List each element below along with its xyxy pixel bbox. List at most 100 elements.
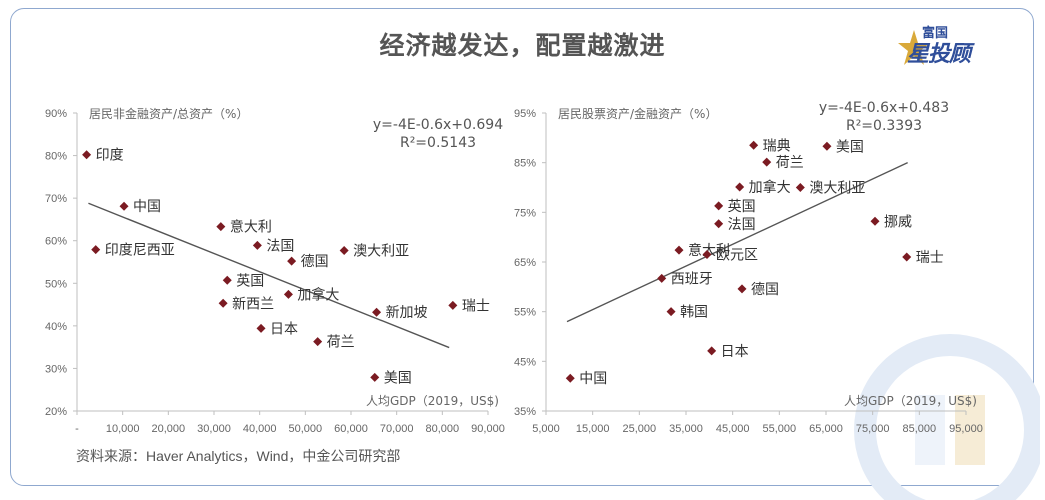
chart1-point-label: 印度 (96, 148, 124, 164)
chart2-y-tick-label: 85% (514, 158, 536, 170)
chart1-y-tick-label: 70% (45, 193, 67, 205)
chart1-point-label: 美国 (384, 370, 412, 386)
chart2-point-label: 西班牙 (671, 271, 713, 287)
chart2-point-label: 瑞士 (916, 250, 944, 266)
logo-top-text: 富国 (922, 26, 949, 41)
chart1-x-tick-label: 30,000 (197, 423, 231, 435)
chart2-point-label: 德国 (751, 282, 779, 298)
chart1-point-marker (339, 246, 349, 256)
chart2-point-marker (822, 141, 832, 151)
chart1-point-label: 印度尼西亚 (105, 243, 175, 259)
chart2-point-label: 美国 (836, 139, 864, 155)
chart1-point-label: 新西兰 (232, 296, 274, 312)
chart1-x-tick-label: 40,000 (243, 423, 277, 435)
chart1-point-marker (313, 337, 323, 347)
chart2-x-tick-label: 65,000 (809, 423, 843, 435)
chart1-trend-line (88, 202, 450, 349)
chart2-point-label: 挪威 (884, 214, 912, 230)
chart1-point-label: 中国 (133, 199, 161, 215)
chart1-y-tick-label: 60% (45, 236, 67, 248)
chart2-point-marker (666, 307, 676, 317)
chart1-x-tick-label: 80,000 (426, 423, 460, 435)
chart1-point-marker (218, 298, 228, 308)
chart2-x-tick-label: 35,000 (669, 423, 703, 435)
chart1-trend-equation: y=-4E-0.6x+0.694 (373, 117, 503, 133)
chart2-x-tick-label: 95,000 (949, 423, 983, 435)
chart2-y-tick-label: 45% (514, 356, 536, 368)
chart1-y-tick-label: 30% (45, 363, 67, 375)
chart2-x-tick-label: 15,000 (576, 423, 610, 435)
chart1-point-label: 意大利 (230, 219, 272, 236)
gold-star-icon (898, 30, 930, 65)
chart2-point-marker (749, 140, 759, 150)
chart2-point-label: 日本 (721, 344, 749, 360)
chart2-y-tick-label: 55% (514, 307, 536, 319)
chart2-y-tick-label: 65% (514, 257, 536, 269)
chart1-point-marker (256, 323, 266, 333)
chart2-y-axis-label: 居民股票资产/金融资产（%） (558, 106, 717, 121)
chart1-point-label: 瑞士 (462, 298, 490, 314)
chart2-point-label: 意大利 (688, 242, 730, 259)
chart2-x-tick-label: 5,000 (532, 423, 560, 435)
brand-logo: 富国 星投顾 (897, 22, 1009, 72)
chart1-point-label: 加拿大 (297, 286, 339, 303)
chart1-y-tick-label: 80% (45, 151, 67, 163)
chart2-point-marker (714, 201, 724, 211)
chart1-y-tick-label: 20% (45, 406, 67, 418)
chart2-x-tick-label: 55,000 (763, 423, 797, 435)
chart1-point-marker (91, 245, 101, 255)
chart1-point-marker (119, 201, 129, 211)
chart2-trend-equation: y=-4E-0.6x+0.483 (819, 100, 949, 116)
chart2-x-tick-label: 45,000 (716, 423, 750, 435)
chart2-point-marker (795, 183, 805, 192)
chart1-point-marker (370, 372, 380, 382)
chart2-y-tick-label: 35% (514, 406, 536, 418)
chart1-y-tick-label: 50% (45, 278, 67, 290)
chart1-point-marker (216, 222, 226, 232)
chart1-point-marker (252, 240, 262, 250)
chart1-r-squared: R²=0.5143 (400, 135, 476, 151)
chart2-point-marker (870, 216, 880, 226)
chart2-point-marker (714, 219, 724, 229)
page-title: 经济越发达，配置越激进 (379, 31, 666, 60)
chart1-point-label: 荷兰 (327, 335, 355, 351)
chart1-x-tick-label: 50,000 (289, 423, 323, 435)
chart2-point-marker (707, 346, 717, 356)
chart2-point-label: 中国 (579, 371, 607, 387)
chart2-point-label: 法国 (728, 217, 756, 233)
chart1-x-tick-label: 20,000 (152, 423, 186, 435)
chart1-point-label: 日本 (270, 321, 298, 337)
chart1-y-tick-label: 90% (45, 108, 67, 120)
chart2-trend-line (566, 162, 908, 323)
chart1-point-marker (222, 275, 232, 285)
chart2-point-marker (762, 157, 772, 167)
chart1-point-marker (448, 300, 458, 310)
chart1-y-axis-label: 居民非金融资产/总资产（%） (89, 106, 248, 121)
chart1-point-label: 新加坡 (386, 305, 428, 321)
chart2-x-axis-label: 人均GDP（2019，US$) (844, 394, 977, 408)
chart1-x-axis-label: 人均GDP（2019，US$) (366, 394, 499, 408)
chart1-point-marker (372, 307, 382, 317)
chart1-x-tick-label: 10,000 (106, 423, 140, 435)
chart2-x-tick-label: 75,000 (856, 423, 890, 435)
chart2-y-tick-label: 95% (514, 108, 536, 120)
chart1-x-tick-label: 60,000 (334, 423, 368, 435)
chart2-point-label: 瑞典 (763, 138, 791, 154)
chart2-point-marker (735, 182, 745, 192)
logo-main-text: 星投顾 (907, 42, 971, 67)
chart1-point-marker (287, 256, 297, 266)
chart2-x-tick-label: 25,000 (623, 423, 657, 435)
chart1-x-tick-label: - (75, 423, 79, 435)
chart1-point-label: 澳大利亚 (353, 244, 409, 260)
chart2-point-marker (702, 250, 712, 260)
chart1-point-label: 德国 (301, 254, 329, 270)
chart1-point-label: 法国 (266, 238, 294, 254)
chart2-point-label: 英国 (728, 198, 756, 215)
chart2-point-marker (674, 245, 684, 255)
chart2-point-marker (737, 284, 747, 294)
watermark-emblem-icon (854, 334, 1040, 500)
chart2-point-label: 韩国 (680, 305, 708, 321)
chart1-point-label: 英国 (236, 272, 264, 289)
